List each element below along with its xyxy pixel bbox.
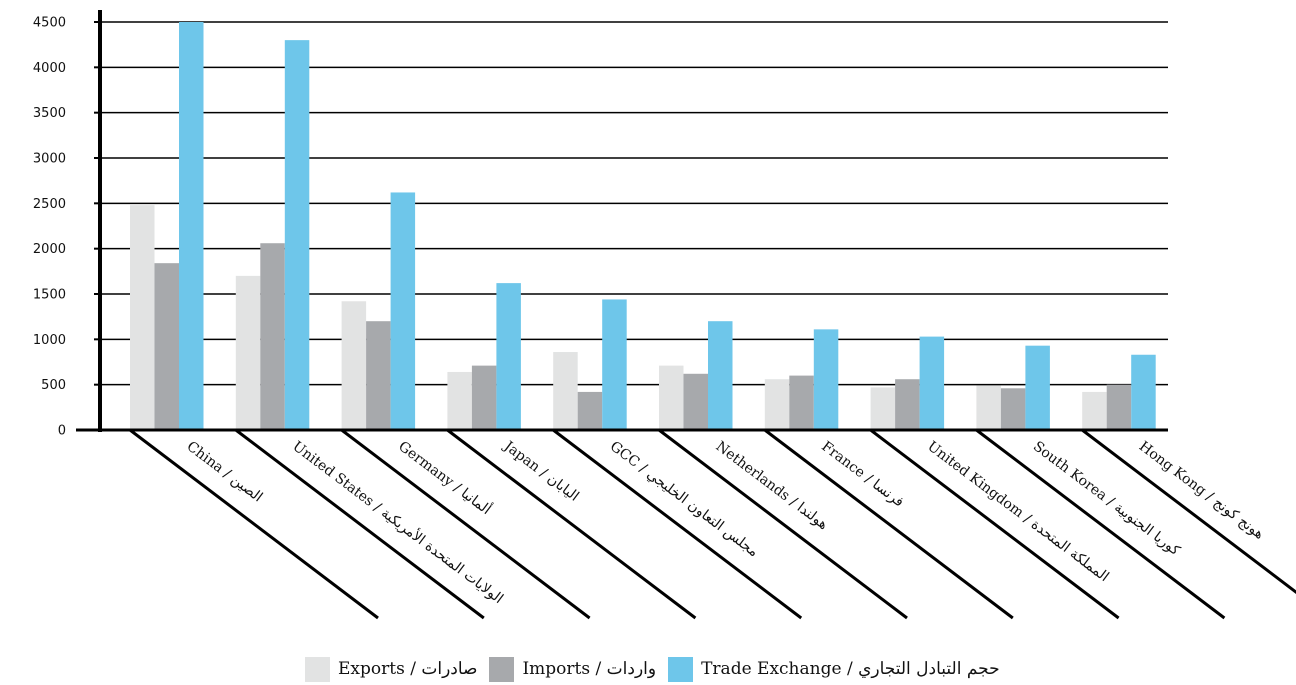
y-tick-label: 0 [58, 424, 66, 439]
bar-exports [130, 205, 155, 430]
bar-imports [1106, 384, 1132, 430]
bar-trade-exchange [919, 336, 945, 430]
bar-imports [577, 391, 603, 430]
bar-imports [366, 321, 391, 430]
bar-exports [870, 387, 896, 430]
y-tick-label: 3500 [33, 106, 66, 121]
bar-imports [683, 373, 708, 430]
category-divider [446, 428, 697, 620]
bars [130, 22, 1156, 431]
bar-trade-exchange [1025, 345, 1050, 430]
category-divider [869, 428, 1120, 620]
category-divider [340, 428, 591, 620]
bar-trade-exchange [179, 22, 204, 430]
y-tick-label: 1000 [33, 333, 66, 348]
bar-imports [789, 375, 814, 430]
category-labels: China / الصين United States / الولايات ال… [129, 428, 1296, 620]
category-label: Germany / ألمانيا [395, 436, 495, 518]
legend-label-imports: Imports / واردات [522, 659, 657, 679]
category-divider [234, 428, 485, 620]
legend-swatch-exports [305, 656, 330, 682]
legend-item-imports: Imports / واردات [489, 656, 657, 682]
category-label: Japan / اليابان [499, 437, 581, 505]
y-tick-label: 500 [41, 378, 66, 393]
legend: Exports / صادرات Imports / واردات Trade … [305, 656, 1000, 682]
bar-imports [895, 379, 920, 430]
legend-swatch-trade-exchange [668, 656, 694, 682]
bar-imports [260, 243, 285, 430]
bar-trade-exchange [284, 40, 310, 431]
category-divider [552, 428, 803, 620]
y-axis-tick-labels: 0 500 1000 1500 2000 2500 3000 3500 4000 4500 [33, 16, 66, 439]
bar-imports [154, 263, 179, 430]
bar-trade-exchange [602, 299, 627, 430]
bar-exports [553, 352, 578, 430]
category-divider [975, 428, 1226, 620]
bar-exports [235, 275, 261, 430]
y-tick-label: 3000 [33, 152, 66, 167]
legend-label-trade-exchange: Trade Exchange / حجم التبادل التجاري [701, 659, 1000, 679]
bar-trade-exchange [390, 192, 416, 430]
bar-exports [447, 371, 472, 430]
bar-imports [471, 365, 497, 430]
bar-trade-exchange [496, 283, 521, 430]
category-divider [129, 428, 379, 620]
category-label: China / الصين [184, 438, 266, 505]
y-tick-label: 4500 [33, 16, 66, 31]
category-divider [763, 428, 1014, 620]
axes [76, 10, 1168, 432]
bar-trade-exchange [708, 321, 733, 430]
legend-label-exports: Exports / صادرات [338, 659, 478, 679]
legend-swatch-imports [489, 656, 515, 682]
y-tick-label: 2500 [33, 197, 66, 212]
category-divider [1081, 428, 1296, 594]
category-divider [658, 428, 908, 620]
y-tick-label: 4000 [33, 61, 66, 76]
bar-exports [976, 385, 1001, 430]
bar-exports [659, 365, 684, 430]
bar-exports [341, 301, 367, 430]
bar-trade-exchange [1131, 354, 1156, 430]
bar-chart: 0 500 1000 1500 2000 2500 3000 3500 4000 4500 Chi… [33, 10, 1296, 620]
y-tick-label: 2000 [33, 242, 66, 257]
y-tick-label: 1500 [33, 288, 66, 303]
legend-item-exports: Exports / صادرات [305, 656, 478, 682]
category-label: United States / الولايات المتحدة الأمريك… [289, 437, 507, 607]
bar-exports [764, 379, 790, 430]
bar-trade-exchange [813, 329, 839, 430]
bar-exports [1082, 391, 1107, 430]
bar-imports [1000, 388, 1026, 430]
legend-item-trade-exchange: Trade Exchange / حجم التبادل التجاري [668, 656, 1000, 682]
